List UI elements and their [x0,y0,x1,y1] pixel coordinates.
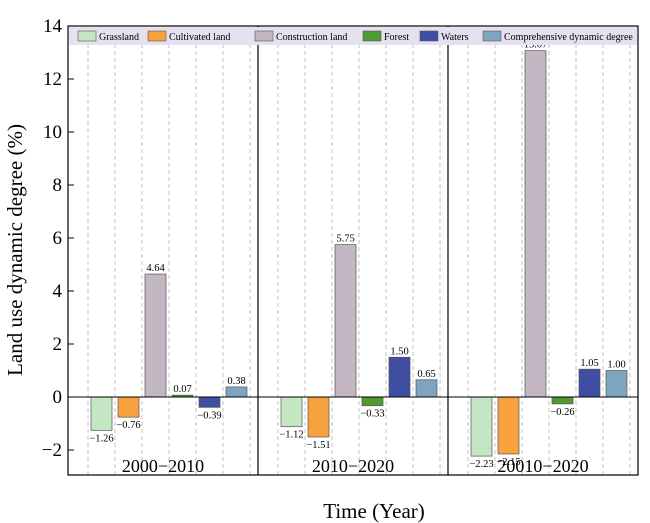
legend-swatch [254,30,274,42]
y-axis: −2 0 2 4 6 8 10 12 14 [42,16,638,475]
bar [415,379,438,398]
data-label: −1.26 [89,433,113,444]
bar [361,396,384,407]
data-label: −2.23 [469,459,493,470]
bar [388,356,411,398]
legend-swatch [77,30,97,42]
legend-swatch [482,30,502,42]
legend-entry: Waters [441,32,469,43]
panel-label: 20010−2020 [497,456,588,476]
panel-label: 2010−2020 [312,456,394,476]
y-tick-label: 6 [53,228,63,249]
data-label: −0.33 [360,409,384,420]
data-label: 13.07 [524,40,548,51]
bar [117,396,140,418]
data-label: −1.51 [306,440,330,451]
bar [334,244,357,398]
data-label: −2.15 [496,457,520,468]
data-label: −0.26 [550,407,574,418]
legend-swatch [419,30,439,42]
panel-labels: 2000−2010 2010−2020 20010−2020 [122,456,589,476]
y-tick-label: 14 [43,16,63,37]
legend-entry: Comprehensive dynamic degree [504,32,633,43]
bar [225,386,248,398]
data-label: 1.05 [580,358,598,369]
bar [497,396,520,455]
y-axis-label: Land use dynamic degree (%) [3,124,27,376]
bar [280,396,303,428]
plot-frame [67,25,639,476]
legend-entry: Cultivated land [169,32,230,43]
bar [90,396,113,431]
y-tick-label: 2 [53,334,63,355]
legend-entry: Grassland [99,32,139,43]
bar [605,370,628,398]
y-tick-label: −2 [42,440,62,461]
data-label: 1.50 [390,346,408,357]
data-label: −0.76 [116,420,140,431]
data-label: 0.38 [227,376,245,387]
legend-entry: Construction land [276,32,347,43]
grid-layer [87,44,631,475]
bar [551,396,574,405]
panel-label: 2000−2010 [122,456,204,476]
data-label: −1.12 [279,430,303,441]
y-tick-label: 12 [43,69,62,90]
data-label: 4.64 [146,263,165,274]
data-label: 0.07 [173,384,191,395]
bar [470,396,493,457]
data-label: 0.65 [417,369,435,380]
x-axis-label: Time (Year) [323,499,425,523]
legend-entry: Forest [384,32,409,43]
bar [307,396,330,438]
y-tick-label: 4 [53,281,63,302]
y-tick-label: 0 [53,387,63,408]
data-label: −0.39 [197,410,221,421]
bar [198,396,221,408]
legend-swatch [362,30,382,42]
y-tick-label: 10 [43,122,62,143]
legend: Grassland Cultivated land Construction lan… [69,27,637,45]
data-label: 5.75 [336,234,354,245]
legend-swatch [147,30,167,42]
data-label: 1.00 [607,360,625,371]
bar [524,50,547,398]
bar [578,368,601,398]
bar [144,273,167,398]
data-labels-layer: −1.26−0.76 4.64 0.07 −0.39 0.38 −1.12−1.51 5.7… [89,40,625,470]
y-tick-label: 8 [53,175,63,196]
